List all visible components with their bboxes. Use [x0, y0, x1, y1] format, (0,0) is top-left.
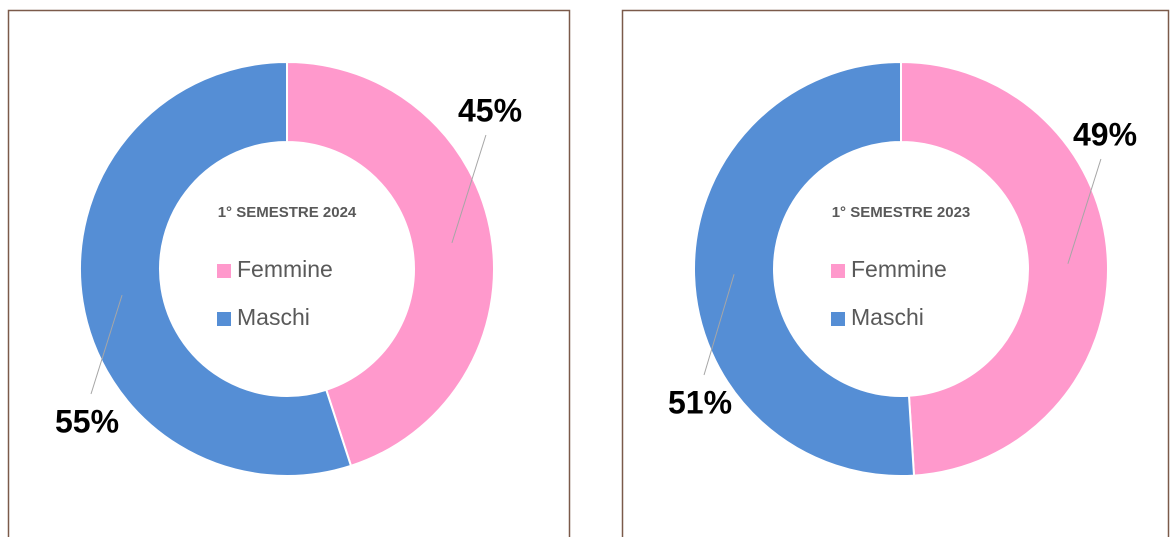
leader-line — [703, 274, 735, 376]
legend-label: Femmine — [851, 256, 947, 282]
legend-label: Maschi — [851, 304, 924, 330]
legend-swatch — [831, 312, 845, 326]
chart-title: 1° SEMESTRE 2024 — [218, 204, 357, 221]
legend-swatch — [217, 312, 231, 326]
slice — [693, 60, 916, 477]
slice — [900, 60, 1109, 477]
leader-line — [90, 294, 123, 395]
data-label: 55% — [55, 403, 119, 439]
legend-swatch — [217, 264, 231, 278]
slice — [286, 60, 495, 468]
legend-swatch — [831, 264, 845, 278]
chart-title: 1° SEMESTRE 2023 — [832, 204, 971, 221]
data-label: 51% — [668, 384, 732, 420]
leader-line — [451, 134, 487, 244]
data-label: 45% — [458, 92, 522, 128]
legend-label: Femmine — [237, 256, 333, 282]
leader-line — [1067, 158, 1102, 264]
legend-label: Maschi — [237, 304, 310, 330]
data-label: 49% — [1073, 116, 1137, 152]
slice — [79, 60, 353, 477]
